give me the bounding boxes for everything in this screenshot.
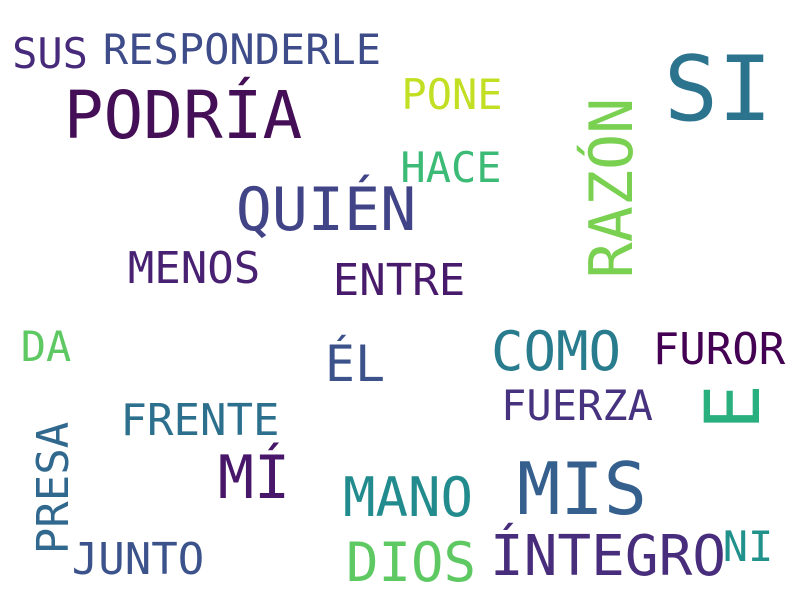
word-da: DA (20, 322, 72, 371)
word-razon: RAZÓN (577, 97, 647, 279)
word-dios: DIOS (345, 531, 477, 594)
word-mano: MANO (342, 466, 474, 529)
word-pone: PONE (401, 70, 503, 119)
word-frente: FRENTE (120, 395, 280, 446)
word-hace: HACE (400, 143, 502, 192)
word-integro: ÍNTEGRO (489, 524, 727, 589)
word-junto: JUNTO (71, 534, 205, 585)
word-mis: MIS (516, 447, 648, 531)
word-el: ÉL (324, 335, 386, 393)
word-quien: QUIÉN (235, 175, 417, 245)
word-ni: NI (722, 522, 774, 571)
word-furor: FUROR (652, 324, 786, 375)
word-responderle: RESPONDERLE (102, 25, 382, 74)
word-podria: PODRÍA (63, 77, 303, 154)
word-fuerza: FUERZA (501, 381, 653, 430)
word-menos: MENOS (127, 243, 261, 294)
word-sus: SUS (12, 29, 88, 78)
word-como: COMO (490, 320, 622, 383)
word-mi: MÍ (217, 443, 291, 513)
word-e: E (688, 384, 777, 430)
word-entre: ENTRE (332, 255, 466, 306)
word-si: SI (663, 37, 773, 142)
word-presa: PRESA (28, 421, 79, 555)
